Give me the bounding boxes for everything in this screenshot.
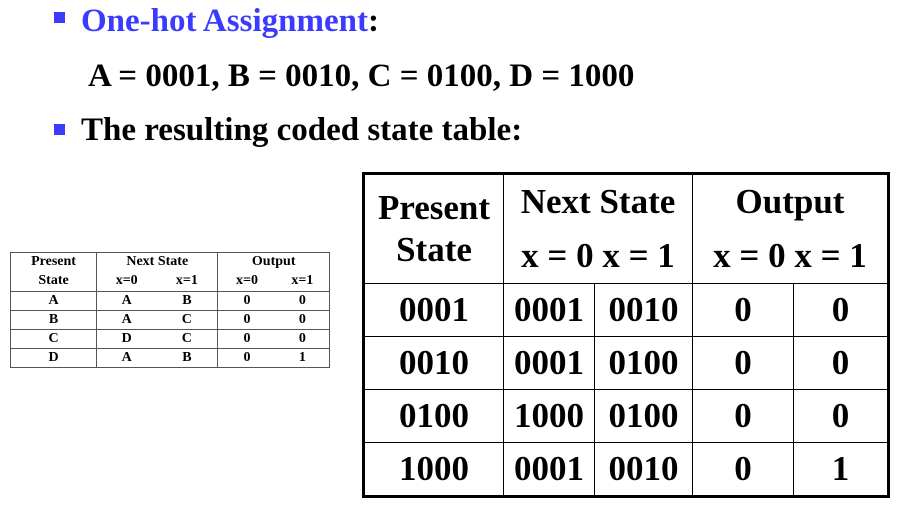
present-state-cell: B	[9, 310, 98, 330]
header-present-state: Present State	[363, 173, 504, 284]
header-next-inputs: x = 0 x = 1	[503, 229, 693, 284]
output-x1-cell: 0	[275, 291, 330, 311]
header-output: Output	[692, 173, 889, 229]
header-x1: x=1	[156, 271, 219, 292]
next-x1-cell: C	[156, 329, 219, 349]
output-x1-cell: 0	[793, 283, 889, 337]
assignment-text: A = 0001, B = 0010, C = 0100, D = 1000	[88, 58, 635, 94]
present-state-cell: A	[9, 291, 98, 311]
next-x1-cell: B	[156, 291, 219, 311]
present-state-cell: 0001	[363, 283, 504, 337]
output-x1-cell: 0	[275, 310, 330, 330]
output-x1-cell: 0	[793, 389, 889, 443]
next-x1-cell: 0010	[594, 283, 693, 337]
next-x0-cell: A	[96, 348, 157, 368]
present-state-cell: 0100	[363, 389, 504, 443]
next-x0-cell: 0001	[503, 283, 595, 337]
header-output-inputs: x = 0 x = 1	[692, 229, 889, 284]
output-x1-cell: 0	[275, 329, 330, 349]
heading-colon: :	[367, 3, 379, 39]
header-present: Present	[9, 252, 98, 271]
output-x0-cell: 0	[692, 283, 794, 337]
original-state-table: Present Next State Output State x=0 x=1 …	[9, 252, 330, 368]
next-x0-cell: A	[96, 310, 157, 330]
output-x1-cell: 0	[793, 336, 889, 390]
header-output: Output	[217, 252, 330, 271]
output-x0-cell: 0	[692, 336, 794, 390]
present-state-cell: 1000	[363, 442, 504, 497]
next-x1-cell: 0010	[594, 442, 693, 497]
table-row: 0100 1000 0100 0 0	[363, 389, 889, 443]
bullet-square-icon	[54, 12, 65, 23]
table-row: 1000 0001 0010 0 1	[363, 442, 889, 497]
header-present: Present	[377, 188, 491, 227]
header-next-state: Next State	[96, 252, 219, 271]
output-x0-cell: 0	[217, 348, 276, 368]
header-state: State	[9, 271, 98, 292]
next-x1-cell: B	[156, 348, 219, 368]
output-x0-cell: 0	[692, 389, 794, 443]
output-x1-cell: 1	[793, 442, 889, 497]
table-row: 0010 0001 0100 0 0	[363, 336, 889, 390]
output-x0-cell: 0	[692, 442, 794, 497]
next-x0-cell: 0001	[503, 336, 595, 390]
bullet-square-icon	[54, 124, 65, 135]
output-x0-cell: 0	[217, 310, 276, 330]
output-x1-cell: 1	[275, 348, 330, 368]
output-x0-cell: 0	[217, 329, 276, 349]
next-x0-cell: A	[96, 291, 157, 311]
coded-state-table: Present State Next State Output x = 0 x =…	[362, 172, 890, 498]
heading-label: One-hot Assignment	[81, 3, 368, 39]
next-x0-cell: D	[96, 329, 157, 349]
heading-one-hot: One-hot Assignment:	[81, 1, 379, 41]
header-next-state: Next State	[503, 173, 693, 229]
header-x0: x=0	[96, 271, 157, 292]
header-out-x1: x=1	[275, 271, 330, 292]
next-x0-cell: 0001	[503, 442, 595, 497]
table-row: 0001 0001 0010 0 0	[363, 283, 889, 337]
header-state: State	[396, 230, 472, 269]
next-x0-cell: 1000	[503, 389, 595, 443]
heading-coded-table: The resulting coded state table:	[81, 112, 523, 148]
next-x1-cell: 0100	[594, 389, 693, 443]
output-x0-cell: 0	[217, 291, 276, 311]
next-x1-cell: C	[156, 310, 219, 330]
present-state-cell: 0010	[363, 336, 504, 390]
next-x1-cell: 0100	[594, 336, 693, 390]
present-state-cell: D	[9, 348, 98, 368]
header-out-x0: x=0	[217, 271, 276, 292]
present-state-cell: C	[9, 329, 98, 349]
